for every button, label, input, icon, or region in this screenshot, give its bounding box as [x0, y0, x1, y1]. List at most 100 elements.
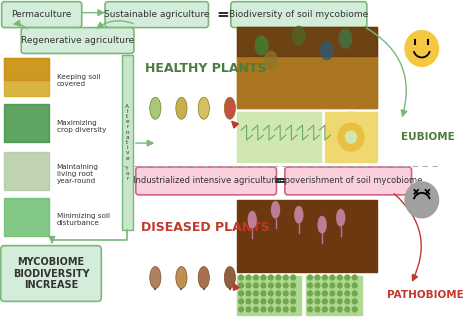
Text: EUBIOME: EUBIOME — [401, 132, 455, 142]
Text: Impoverishment of soil mycobiome: Impoverishment of soil mycobiome — [274, 177, 422, 185]
Circle shape — [254, 291, 258, 296]
Bar — [325, 112, 377, 162]
Text: Biodiversity of soil mycobiome: Biodiversity of soil mycobiome — [229, 10, 368, 19]
Circle shape — [315, 275, 320, 280]
Circle shape — [308, 275, 312, 280]
Circle shape — [315, 307, 320, 312]
Circle shape — [315, 299, 320, 304]
Ellipse shape — [224, 97, 236, 119]
Circle shape — [308, 283, 312, 288]
Circle shape — [283, 299, 288, 304]
Text: DISEASED PLANTS: DISEASED PLANTS — [141, 221, 270, 234]
Bar — [4, 58, 49, 80]
Circle shape — [337, 275, 342, 280]
Text: Regenerative agriculture: Regenerative agriculture — [21, 36, 134, 45]
Circle shape — [345, 307, 350, 312]
Circle shape — [283, 307, 288, 312]
Ellipse shape — [150, 267, 161, 288]
Circle shape — [352, 283, 357, 288]
Ellipse shape — [336, 209, 346, 227]
Ellipse shape — [271, 201, 280, 219]
Bar — [306, 275, 362, 315]
Circle shape — [328, 112, 374, 162]
Ellipse shape — [294, 206, 303, 224]
Circle shape — [323, 291, 327, 296]
Circle shape — [405, 30, 438, 66]
Circle shape — [323, 307, 327, 312]
Circle shape — [337, 291, 342, 296]
FancyBboxPatch shape — [0, 246, 101, 301]
Circle shape — [315, 291, 320, 296]
Ellipse shape — [320, 40, 334, 61]
Circle shape — [405, 182, 438, 218]
Circle shape — [291, 299, 296, 304]
Ellipse shape — [255, 36, 269, 55]
Circle shape — [276, 275, 281, 280]
Ellipse shape — [318, 216, 327, 234]
Circle shape — [337, 307, 342, 312]
FancyBboxPatch shape — [1, 2, 82, 28]
Text: Keeping soil
covered: Keeping soil covered — [56, 74, 100, 87]
Ellipse shape — [224, 267, 236, 288]
Circle shape — [308, 307, 312, 312]
Circle shape — [246, 299, 251, 304]
Circle shape — [269, 299, 273, 304]
Text: =: = — [274, 173, 287, 189]
Ellipse shape — [176, 267, 187, 288]
Text: Industrialized intensive agriculture: Industrialized intensive agriculture — [133, 177, 280, 185]
Text: PATHOBIOME: PATHOBIOME — [387, 290, 464, 300]
Ellipse shape — [198, 267, 210, 288]
Ellipse shape — [176, 97, 187, 119]
FancyBboxPatch shape — [105, 2, 209, 28]
Circle shape — [345, 283, 350, 288]
Circle shape — [330, 275, 335, 280]
Bar — [237, 275, 301, 315]
FancyBboxPatch shape — [231, 2, 367, 28]
Circle shape — [239, 291, 243, 296]
Text: Permaculture: Permaculture — [11, 10, 72, 19]
Circle shape — [291, 275, 296, 280]
Circle shape — [254, 283, 258, 288]
Circle shape — [246, 307, 251, 312]
Circle shape — [345, 291, 350, 296]
Circle shape — [338, 123, 364, 151]
FancyBboxPatch shape — [21, 28, 134, 53]
Ellipse shape — [150, 97, 161, 119]
Circle shape — [323, 275, 327, 280]
Circle shape — [276, 283, 281, 288]
Bar — [4, 198, 49, 236]
Circle shape — [261, 291, 266, 296]
Text: Maximizing
crop diversity: Maximizing crop diversity — [56, 120, 106, 133]
Ellipse shape — [264, 51, 278, 70]
Circle shape — [291, 291, 296, 296]
Circle shape — [276, 291, 281, 296]
Bar — [237, 112, 321, 162]
Circle shape — [352, 307, 357, 312]
Circle shape — [345, 275, 350, 280]
Bar — [237, 56, 377, 108]
Circle shape — [352, 275, 357, 280]
Circle shape — [261, 283, 266, 288]
FancyBboxPatch shape — [122, 55, 133, 230]
Circle shape — [261, 299, 266, 304]
FancyBboxPatch shape — [285, 167, 411, 195]
Circle shape — [283, 283, 288, 288]
Circle shape — [246, 283, 251, 288]
Circle shape — [337, 283, 342, 288]
Circle shape — [239, 307, 243, 312]
Circle shape — [254, 307, 258, 312]
Text: Minimizing soil
disturbance: Minimizing soil disturbance — [56, 213, 109, 226]
Circle shape — [345, 299, 350, 304]
Circle shape — [330, 299, 335, 304]
Circle shape — [269, 275, 273, 280]
Circle shape — [283, 291, 288, 296]
Circle shape — [352, 299, 357, 304]
Circle shape — [269, 307, 273, 312]
Circle shape — [352, 291, 357, 296]
Circle shape — [323, 299, 327, 304]
Text: MYCOBIOME
BIODIVERSITY
INCREASE: MYCOBIOME BIODIVERSITY INCREASE — [13, 257, 89, 290]
Circle shape — [261, 275, 266, 280]
Bar — [4, 58, 49, 96]
Circle shape — [323, 283, 327, 288]
Circle shape — [239, 275, 243, 280]
